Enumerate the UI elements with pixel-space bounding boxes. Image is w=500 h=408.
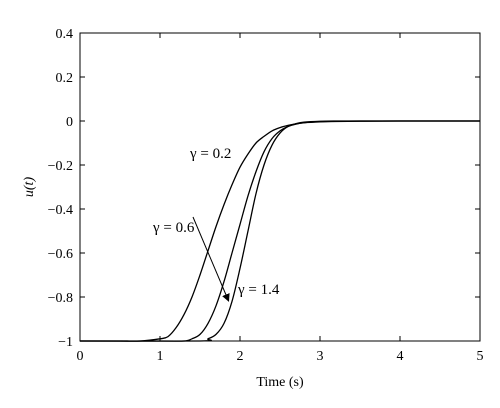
x-axis-label: Time (s) [256, 375, 304, 390]
y-tick-label: 0.2 [56, 71, 74, 86]
y-tick-label: −0.8 [48, 291, 73, 306]
y-axis-label: u(t) [22, 177, 37, 198]
x-tick-label: 5 [477, 349, 484, 364]
y-tick-label: −0.6 [48, 247, 73, 262]
x-tick-label: 0 [77, 349, 84, 364]
x-tick-labels: 0 1 2 3 4 5 [77, 349, 484, 364]
annotation-label-2: γ = 0.6 [152, 220, 195, 236]
x-tick-label: 4 [397, 349, 404, 364]
y-tick-label: −0.4 [48, 203, 73, 218]
series-group [79, 120, 481, 342]
x-tick-label: 1 [157, 349, 164, 364]
y-tick-label: 0 [66, 115, 73, 130]
annotations-group: γ = 0.2 γ = 0.6 γ = 1.4 [152, 146, 280, 302]
annotation-label-3: γ = 1.4 [237, 282, 280, 298]
series-line-2 [79, 120, 480, 342]
plot-frame [79, 32, 481, 342]
y-tick-label: −1 [58, 335, 73, 350]
y-tick-labels: −1 −0.8 −0.6 −0.4 −0.2 0 0.2 0.4 [48, 27, 73, 350]
series-line-1 [79, 120, 481, 342]
annotation-label-1: γ = 0.2 [189, 146, 231, 162]
series-line-3 [79, 120, 480, 342]
x-tick-label: 3 [317, 349, 324, 364]
annotation-arrow [192, 216, 230, 302]
x-tick-label: 2 [237, 349, 244, 364]
y-tick-label: −0.2 [48, 159, 73, 174]
y-tick-label: 0.4 [56, 27, 74, 42]
axis-ticks [79, 32, 481, 342]
